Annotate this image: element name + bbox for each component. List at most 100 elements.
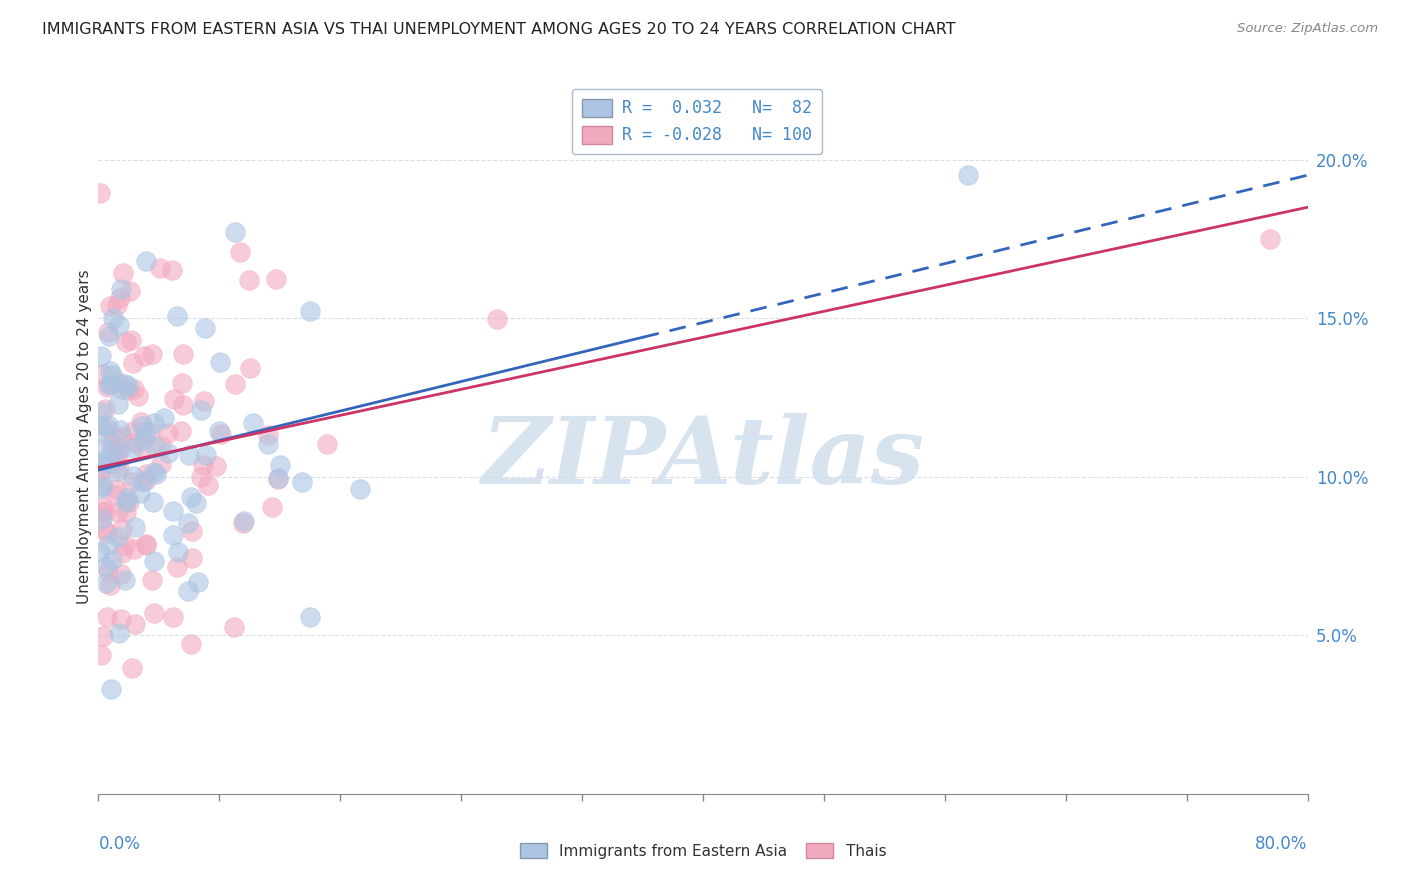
Point [222,620,245,634]
Point [110,567,132,582]
Point [98,299,121,313]
Point [90,404,112,418]
Point [163,392,186,406]
Point [90,368,112,382]
Point [97,325,120,339]
Point [105,444,128,458]
Point [114,574,136,588]
Point [135,253,157,268]
Point [90,481,112,495]
Point [267,471,290,485]
Point [149,457,172,471]
Point [122,382,145,396]
Point [96,380,118,394]
Text: 0.0%: 0.0% [98,835,141,853]
Point [486,312,509,326]
Point [111,266,134,280]
Point [135,473,157,487]
Point [167,544,190,558]
Point [97,538,120,552]
Point [142,494,165,508]
Point [104,449,127,463]
Point [134,538,156,552]
Point [142,465,165,479]
Point [108,460,131,475]
Point [101,310,124,325]
Point [176,516,198,530]
Point [117,378,139,392]
Point [180,524,202,539]
Point [94,559,117,574]
Point [166,309,188,323]
Point [114,506,136,520]
Point [121,424,143,438]
Text: IMMIGRANTS FROM EASTERN ASIA VS THAI UNEMPLOYMENT AMONG AGES 20 TO 24 YEARS CORR: IMMIGRANTS FROM EASTERN ASIA VS THAI UNE… [42,22,956,37]
Point [93,522,115,536]
Point [105,482,128,496]
Point [91,512,114,526]
Point [98,364,121,378]
Point [96,575,118,590]
Point [105,464,128,478]
Point [93,453,115,467]
Point [107,505,129,519]
Point [266,272,288,286]
Point [89,186,111,200]
Point [177,448,200,462]
Point [100,682,122,697]
Point [224,376,246,391]
Point [110,612,132,626]
Point [124,436,146,450]
Point [349,483,371,497]
Point [143,439,166,453]
Point [89,544,111,558]
Point [208,425,231,439]
Point [124,616,146,631]
Point [101,438,124,452]
Point [117,383,139,397]
Point [269,458,291,472]
Point [91,460,114,475]
Point [118,285,141,299]
Point [115,495,138,509]
Point [208,355,231,369]
Point [195,448,218,462]
Point [956,169,979,183]
Point [121,475,143,489]
Point [96,610,118,624]
Point [298,610,321,624]
Point [1258,232,1281,246]
Point [149,439,172,453]
Point [132,475,155,489]
Point [96,526,118,541]
Point [100,376,122,391]
Point [142,554,165,568]
Point [224,225,246,239]
Point [115,335,138,350]
Point [91,629,114,643]
Point [170,424,193,438]
Point [131,440,153,454]
Point [122,542,145,557]
Point [257,436,280,450]
Point [89,418,111,433]
Point [135,537,157,551]
Point [132,349,155,363]
Point [90,465,112,479]
Point [242,416,264,430]
Point [90,648,112,662]
Point [205,459,228,474]
Point [145,467,167,481]
Point [110,423,132,437]
Point [162,262,184,277]
Point [153,411,176,425]
Point [129,415,152,429]
Point [209,426,232,441]
Point [107,375,129,389]
Point [97,329,120,343]
Point [299,303,322,318]
Point [94,505,117,519]
Point [141,346,163,360]
Point [172,398,194,412]
Point [135,425,157,439]
